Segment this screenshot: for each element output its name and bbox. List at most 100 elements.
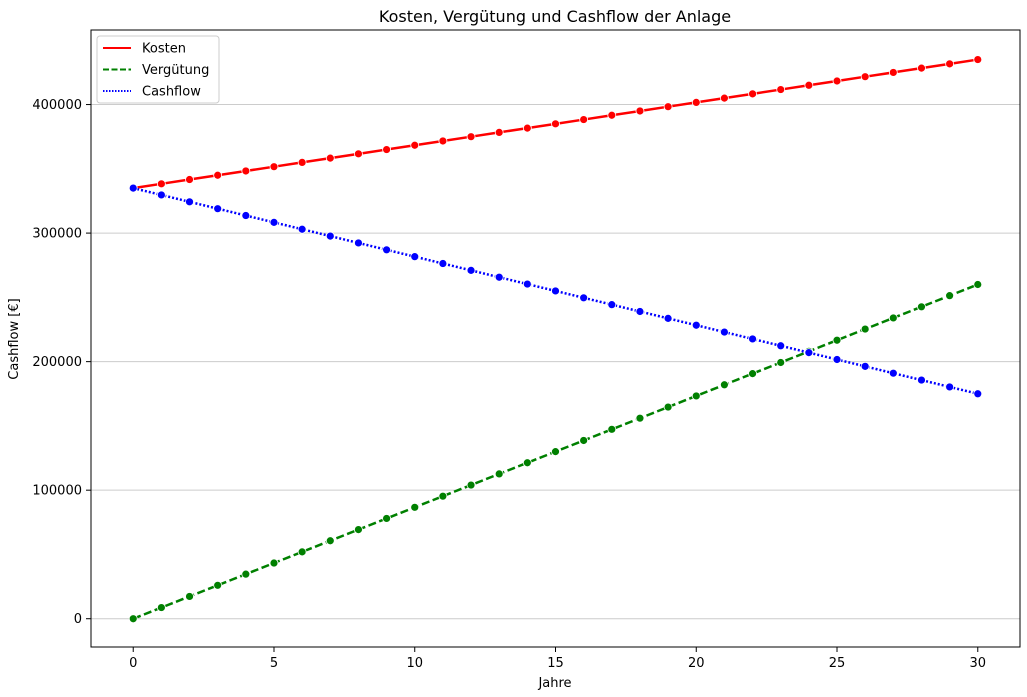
- legend: Kosten Vergütung Cashflow: [96, 35, 220, 104]
- data-point-verg-tung: [156, 603, 166, 612]
- data-point-cashflow: [663, 313, 673, 323]
- data-point-kosten: [156, 179, 166, 189]
- data-point-cashflow: [325, 231, 335, 241]
- data-point-kosten: [635, 106, 645, 116]
- data-point-kosten: [860, 72, 870, 82]
- data-point-cashflow: [917, 375, 926, 385]
- data-point-verg-tung: [663, 402, 673, 412]
- data-point-verg-tung: [128, 614, 138, 624]
- legend-label: Cashflow: [142, 85, 201, 100]
- data-point-cashflow: [579, 293, 589, 303]
- data-point-verg-tung: [522, 458, 532, 468]
- data-point-verg-tung: [269, 558, 279, 568]
- data-point-kosten: [382, 145, 391, 154]
- data-point-verg-tung: [860, 324, 870, 334]
- y-tick-label: 200000: [32, 355, 82, 370]
- data-point-kosten: [185, 175, 194, 184]
- data-point-verg-tung: [466, 480, 476, 490]
- data-point-verg-tung: [185, 592, 194, 601]
- data-point-kosten: [551, 119, 560, 129]
- data-point-kosten: [466, 132, 476, 142]
- x-tick-label: 30: [969, 656, 986, 671]
- data-point-cashflow: [128, 183, 138, 193]
- y-tick-label: 400000: [32, 98, 82, 113]
- data-point-cashflow: [354, 238, 363, 248]
- data-point-cashflow: [466, 265, 476, 275]
- x-tick-label: 25: [829, 656, 846, 671]
- data-point-cashflow: [720, 327, 729, 337]
- data-point-verg-tung: [241, 569, 251, 579]
- data-point-cashflow: [156, 190, 166, 200]
- data-point-verg-tung: [297, 547, 307, 557]
- y-tick-label: 100000: [32, 484, 82, 499]
- data-point-verg-tung: [551, 447, 560, 457]
- x-tick-label: 5: [270, 656, 278, 671]
- data-point-cashflow: [776, 341, 786, 351]
- data-point-kosten: [917, 63, 926, 73]
- data-point-verg-tung: [691, 391, 701, 401]
- data-point-kosten: [494, 128, 504, 137]
- data-point-cashflow: [494, 272, 504, 282]
- data-point-kosten: [522, 123, 532, 133]
- x-axis-label: Jahre: [537, 676, 571, 691]
- data-point-kosten: [888, 68, 898, 77]
- data-point-kosten: [748, 89, 757, 99]
- data-point-kosten: [410, 140, 420, 150]
- chart-title: Kosten, Vergütung und Cashflow der Anlag…: [379, 7, 731, 26]
- y-axis-ticks: 0 100000 200000 300000 400000: [32, 98, 91, 627]
- data-point-verg-tung: [438, 491, 448, 501]
- data-point-verg-tung: [748, 369, 757, 379]
- data-point-verg-tung: [973, 280, 983, 289]
- data-point-verg-tung: [325, 536, 335, 546]
- data-point-kosten: [832, 76, 842, 86]
- data-point-cashflow: [691, 320, 701, 330]
- data-point-kosten: [579, 115, 589, 124]
- data-point-kosten: [269, 162, 279, 172]
- data-point-verg-tung: [213, 580, 223, 590]
- data-point-cashflow: [832, 355, 842, 364]
- data-point-cashflow: [860, 361, 870, 371]
- data-point-kosten: [607, 110, 617, 120]
- legend-box: [96, 35, 220, 104]
- data-point-verg-tung: [607, 424, 617, 434]
- data-point-verg-tung: [888, 313, 898, 323]
- data-point-cashflow: [748, 334, 757, 344]
- data-point-cashflow: [945, 382, 955, 392]
- data-point-kosten: [973, 55, 983, 64]
- x-tick-label: 10: [406, 656, 423, 671]
- data-point-verg-tung: [776, 358, 786, 367]
- y-axis-label: Cashflow [€]: [7, 298, 22, 379]
- data-point-cashflow: [804, 348, 814, 358]
- data-point-verg-tung: [494, 469, 504, 479]
- data-point-cashflow: [185, 197, 194, 207]
- data-point-cashflow: [522, 279, 532, 289]
- data-point-kosten: [945, 59, 955, 69]
- data-point-cashflow: [297, 224, 307, 234]
- data-point-kosten: [776, 85, 786, 94]
- data-point-cashflow: [551, 286, 560, 296]
- legend-label: Vergütung: [142, 63, 209, 78]
- data-point-cashflow: [269, 217, 279, 227]
- x-tick-label: 15: [547, 656, 564, 671]
- data-point-kosten: [663, 102, 673, 112]
- data-point-cashflow: [888, 368, 898, 378]
- data-point-kosten: [213, 170, 223, 180]
- data-point-cashflow: [410, 252, 420, 262]
- data-point-verg-tung: [917, 302, 926, 312]
- data-point-kosten: [720, 93, 729, 103]
- data-point-kosten: [297, 157, 307, 167]
- data-point-cashflow: [973, 389, 983, 399]
- x-tick-label: 0: [129, 656, 137, 671]
- data-point-cashflow: [438, 259, 448, 268]
- data-point-verg-tung: [579, 436, 589, 445]
- data-point-verg-tung: [382, 514, 391, 523]
- data-point-verg-tung: [720, 380, 729, 390]
- series-group: [128, 55, 983, 624]
- data-point-cashflow: [213, 204, 223, 214]
- x-axis-ticks: 0 5 10 15 20 25 30: [129, 647, 986, 671]
- grid-lines: [91, 104, 1020, 620]
- y-tick-label: 300000: [32, 227, 82, 242]
- data-point-verg-tung: [832, 335, 842, 345]
- data-point-kosten: [354, 149, 363, 159]
